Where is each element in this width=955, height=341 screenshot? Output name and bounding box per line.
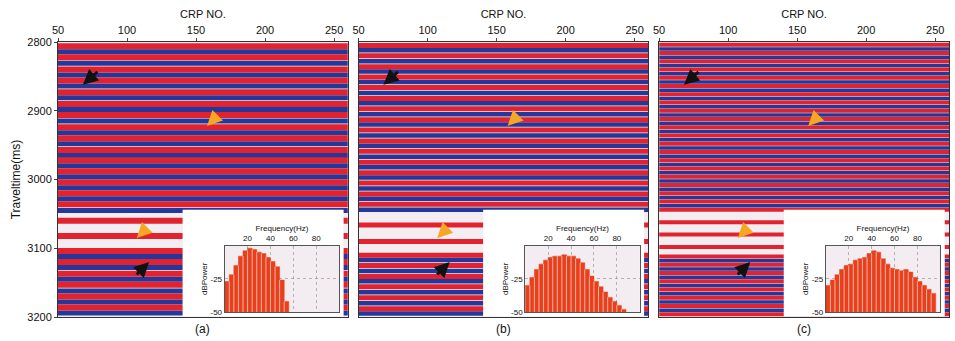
svg-text:250: 250 <box>625 24 643 36</box>
svg-text:50: 50 <box>653 24 665 36</box>
svg-text:Frequency(Hz): Frequency(Hz) <box>857 224 910 233</box>
svg-text:CRP NO.: CRP NO. <box>481 8 527 20</box>
svg-text:-25: -25 <box>211 275 223 284</box>
svg-text:50: 50 <box>352 24 364 36</box>
svg-text:200: 200 <box>857 24 875 36</box>
svg-text:-25: -25 <box>812 275 824 284</box>
svg-text:150: 150 <box>187 24 205 36</box>
svg-text:80: 80 <box>612 234 621 243</box>
svg-text:150: 150 <box>788 24 806 36</box>
svg-text:-25: -25 <box>511 275 523 284</box>
svg-text:80: 80 <box>913 234 922 243</box>
svg-text:3200: 3200 <box>27 311 51 323</box>
svg-text:(a): (a) <box>195 322 210 336</box>
svg-text:100: 100 <box>118 24 136 36</box>
svg-text:60: 60 <box>289 234 298 243</box>
svg-text:dBPower: dBPower <box>501 262 510 295</box>
svg-text:dBPower: dBPower <box>200 262 209 295</box>
svg-text:200: 200 <box>256 24 274 36</box>
svg-text:Traveltime(ms): Traveltime(ms) <box>9 140 23 220</box>
svg-text:Frequency(Hz): Frequency(Hz) <box>255 224 308 233</box>
svg-text:100: 100 <box>418 24 436 36</box>
svg-text:(c): (c) <box>797 322 811 336</box>
svg-text:40: 40 <box>266 234 275 243</box>
svg-text:40: 40 <box>567 234 576 243</box>
svg-text:Frequency(Hz): Frequency(Hz) <box>556 224 609 233</box>
svg-text:20: 20 <box>544 234 553 243</box>
svg-text:-50: -50 <box>511 308 523 317</box>
svg-text:-50: -50 <box>211 308 223 317</box>
svg-text:20: 20 <box>844 234 853 243</box>
svg-text:2800: 2800 <box>27 36 51 48</box>
svg-text:60: 60 <box>890 234 899 243</box>
svg-text:CRP NO.: CRP NO. <box>180 8 226 20</box>
svg-text:150: 150 <box>487 24 505 36</box>
svg-text:250: 250 <box>926 24 944 36</box>
svg-text:100: 100 <box>719 24 737 36</box>
svg-text:3100: 3100 <box>27 242 51 254</box>
svg-text:50: 50 <box>52 24 64 36</box>
svg-text:3000: 3000 <box>27 173 51 185</box>
svg-text:CRP NO.: CRP NO. <box>781 8 827 20</box>
svg-text:20: 20 <box>243 234 252 243</box>
svg-text:2900: 2900 <box>27 105 51 117</box>
svg-text:80: 80 <box>312 234 321 243</box>
svg-text:250: 250 <box>325 24 343 36</box>
svg-text:(b): (b) <box>496 322 511 336</box>
svg-text:40: 40 <box>867 234 876 243</box>
svg-text:60: 60 <box>589 234 598 243</box>
svg-text:dBPower: dBPower <box>801 262 810 295</box>
svg-text:-50: -50 <box>812 308 824 317</box>
svg-text:200: 200 <box>556 24 574 36</box>
